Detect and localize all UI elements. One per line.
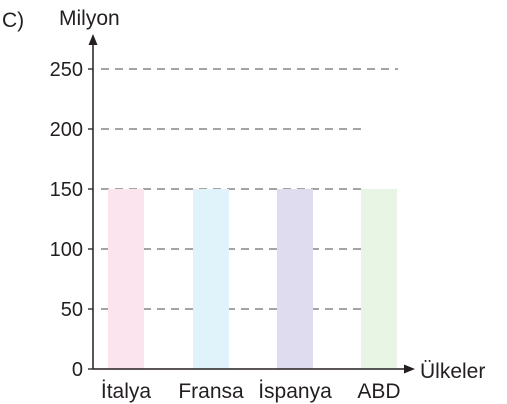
- bar-1: [193, 189, 229, 369]
- bar-3: [361, 189, 397, 369]
- x-tick-labels: İtalya Fransa İspanya ABD: [101, 380, 401, 403]
- bar-2: [277, 189, 313, 369]
- ytick-label-0: 0: [72, 359, 83, 381]
- option-label: C): [2, 9, 24, 32]
- xtick-label-0: İtalya: [101, 380, 152, 403]
- ytick-label-150: 150: [50, 179, 83, 201]
- ytick-label-100: 100: [50, 239, 83, 261]
- x-axis-arrow: [404, 364, 415, 374]
- ytick-label-200: 200: [50, 119, 83, 141]
- xtick-label-3: ABD: [357, 380, 400, 403]
- y-axis-label: Milyon: [59, 7, 120, 30]
- bars: [108, 189, 397, 369]
- axes: [88, 34, 415, 374]
- xtick-label-1: Fransa: [178, 380, 244, 403]
- ytick-label-250: 250: [50, 59, 83, 81]
- y-axis-arrow: [88, 34, 98, 45]
- bar-0: [108, 189, 144, 369]
- x-axis-label: Ülkeler: [420, 360, 485, 383]
- xtick-label-2: İspanya: [258, 380, 332, 403]
- grid-lines: [101, 68, 398, 310]
- ytick-label-50: 50: [61, 299, 83, 321]
- y-tick-labels: 0 50 100 150 200 250: [50, 59, 83, 381]
